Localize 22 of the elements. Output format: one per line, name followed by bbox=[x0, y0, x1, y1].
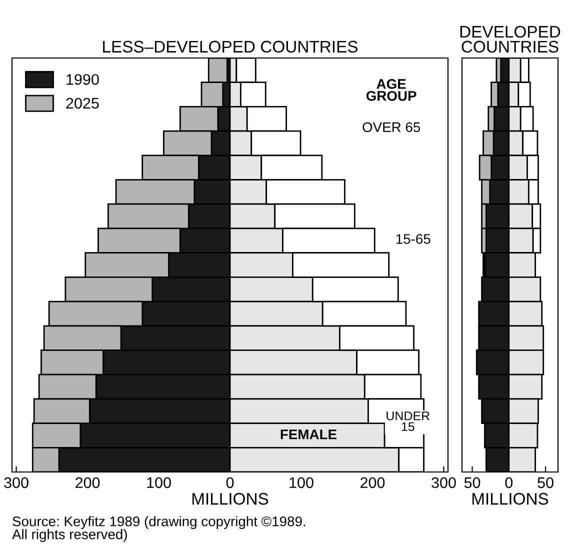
annotation: 15-65 bbox=[396, 234, 430, 244]
x-tick-label: 100 bbox=[147, 477, 171, 488]
x-tick-label: 300 bbox=[4, 477, 28, 488]
x-tick-label: 0 bbox=[226, 477, 234, 488]
x-tick-label: 200 bbox=[360, 477, 385, 488]
legend-label: 1990 bbox=[66, 74, 99, 85]
annotation: FEMALE bbox=[280, 430, 336, 440]
x-axis-title: MILLIONS bbox=[472, 492, 548, 505]
annotation: AGE GROUP bbox=[366, 79, 416, 101]
x-axis-title: MILLIONS bbox=[192, 492, 268, 505]
chart-title: LESS–DEVELOPED COUNTRIES bbox=[103, 40, 358, 53]
x-tick-label: 0 bbox=[505, 477, 513, 488]
x-tick-label: 300 bbox=[432, 477, 456, 488]
annotation: OVER 65 bbox=[362, 122, 420, 132]
legend-label: 2025 bbox=[66, 98, 99, 109]
annotation: UNDER 15 bbox=[386, 412, 430, 432]
x-tick-label: 200 bbox=[76, 477, 100, 488]
x-tick-label: 50 bbox=[538, 477, 554, 488]
x-tick-label: 100 bbox=[290, 477, 314, 488]
chart-title: DEVELOPED COUNTRIES bbox=[460, 26, 560, 53]
source-note: Source: Keyfitz 1989 (drawing copyright ©1989. All rights reserved) bbox=[12, 516, 306, 542]
x-tick-label: 50 bbox=[464, 477, 480, 488]
